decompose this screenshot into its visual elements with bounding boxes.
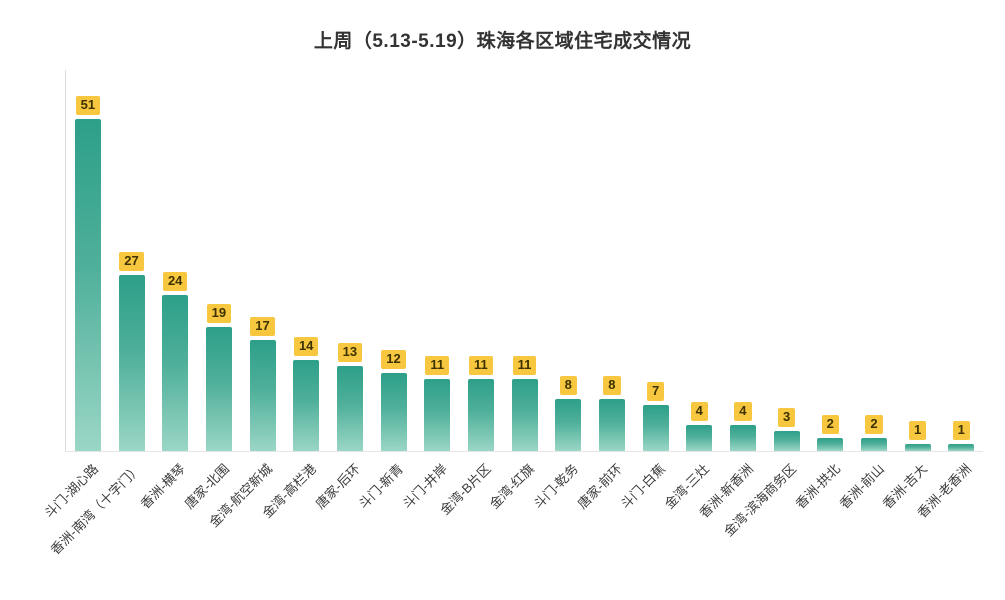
bar — [205, 327, 232, 451]
value-label: 17 — [250, 317, 275, 336]
bar-column: 11 斗门-井岸 — [399, 70, 459, 512]
bar — [336, 366, 363, 451]
bar-column: 24 香洲-横琴 — [137, 70, 197, 512]
value-label: 1 — [908, 421, 927, 440]
bar — [948, 444, 975, 451]
x-axis-label: 斗门-乾务 — [530, 461, 581, 512]
bars-container: 51 斗门-湖心路 27 香洲-南湾（十字门） 24 香洲-横琴 19 唐家-北围 17 金湾-航… — [41, 70, 983, 558]
bar — [118, 275, 145, 451]
value-label: 51 — [75, 96, 101, 115]
value-label: 8 — [559, 376, 577, 395]
value-label: 11 — [512, 356, 537, 375]
bar — [424, 379, 451, 451]
bar-column: 17 金湾-航空新城 — [206, 70, 285, 530]
x-axis-label: 香洲-横琴 — [137, 461, 188, 512]
bar-column: 3 金湾-滨海商务区 — [721, 70, 809, 539]
value-label: 8 — [603, 376, 621, 395]
bar — [729, 425, 756, 451]
bar-column: 7 斗门-白蕉 — [618, 70, 678, 512]
value-label: 2 — [865, 415, 883, 434]
value-label: 12 — [381, 350, 406, 369]
bar — [773, 431, 800, 451]
bar — [249, 340, 276, 451]
bar-column: 4 香洲-新香洲 — [696, 70, 765, 521]
bar-column: 13 唐家-后环 — [312, 70, 372, 512]
bar-column: 1 香洲-老香洲 — [914, 70, 983, 521]
x-axis-label: 斗门-新青 — [355, 461, 407, 512]
bar-column: 1 香洲-吉大 — [880, 70, 940, 512]
bar-column: 4 金湾-三灶 — [662, 70, 721, 512]
bar-column: 51 斗门-湖心路 — [41, 70, 110, 521]
bar — [380, 373, 407, 451]
value-label: 7 — [646, 382, 665, 401]
value-label: 13 — [337, 343, 363, 362]
value-label: 4 — [690, 402, 708, 421]
x-axis-label: 香洲-拱北 — [792, 461, 843, 512]
value-label: 11 — [469, 356, 493, 375]
bar-column: 11 金湾-红旗 — [487, 70, 547, 512]
bar — [860, 438, 887, 451]
value-label: 27 — [119, 252, 144, 271]
value-label: 14 — [293, 337, 319, 356]
value-label: 11 — [425, 356, 450, 375]
bar-column: 19 唐家-北围 — [181, 70, 241, 512]
bar-column: 8 唐家-前环 — [574, 70, 634, 512]
bar — [511, 379, 538, 451]
x-axis-label: 唐家-后环 — [312, 461, 363, 512]
bar — [598, 399, 625, 451]
bar — [555, 399, 582, 451]
plot-area: 51 斗门-湖心路 27 香洲-南湾（十字门） 24 香洲-横琴 19 唐家-北围 17 金湾-航… — [41, 70, 983, 558]
bar — [74, 119, 101, 451]
value-label: 4 — [734, 402, 752, 421]
bar — [293, 360, 320, 451]
bar-column: 14 金湾-高栏港 — [259, 70, 328, 521]
x-axis-label: 唐家-前环 — [574, 461, 625, 512]
bar-column: 12 斗门-新青 — [356, 70, 416, 512]
bar-column: 11 金湾-B片区 — [437, 70, 503, 518]
bar — [162, 295, 189, 451]
bar — [686, 425, 713, 451]
bar-column: 8 斗门-乾务 — [531, 70, 590, 512]
chart-title: 上周（5.13-5.19）珠海各区域住宅成交情况 — [313, 31, 692, 52]
value-label: 1 — [952, 421, 970, 440]
value-label: 3 — [777, 408, 796, 427]
bar — [467, 379, 494, 451]
x-axis-label: 香洲-前山 — [836, 461, 887, 512]
bar — [904, 444, 931, 451]
bar-column: 2 香洲-前山 — [836, 70, 896, 512]
bar — [642, 405, 669, 451]
value-label: 2 — [821, 415, 839, 434]
x-axis-label: 斗门-白蕉 — [617, 461, 669, 512]
value-label: 24 — [162, 272, 188, 291]
value-label: 19 — [206, 304, 232, 323]
bar — [817, 438, 844, 451]
x-axis-label: 金湾-红旗 — [486, 461, 538, 512]
bar-column: 27 香洲-南湾（十字门） — [48, 70, 154, 558]
bar-column: 2 香洲-拱北 — [793, 70, 852, 512]
